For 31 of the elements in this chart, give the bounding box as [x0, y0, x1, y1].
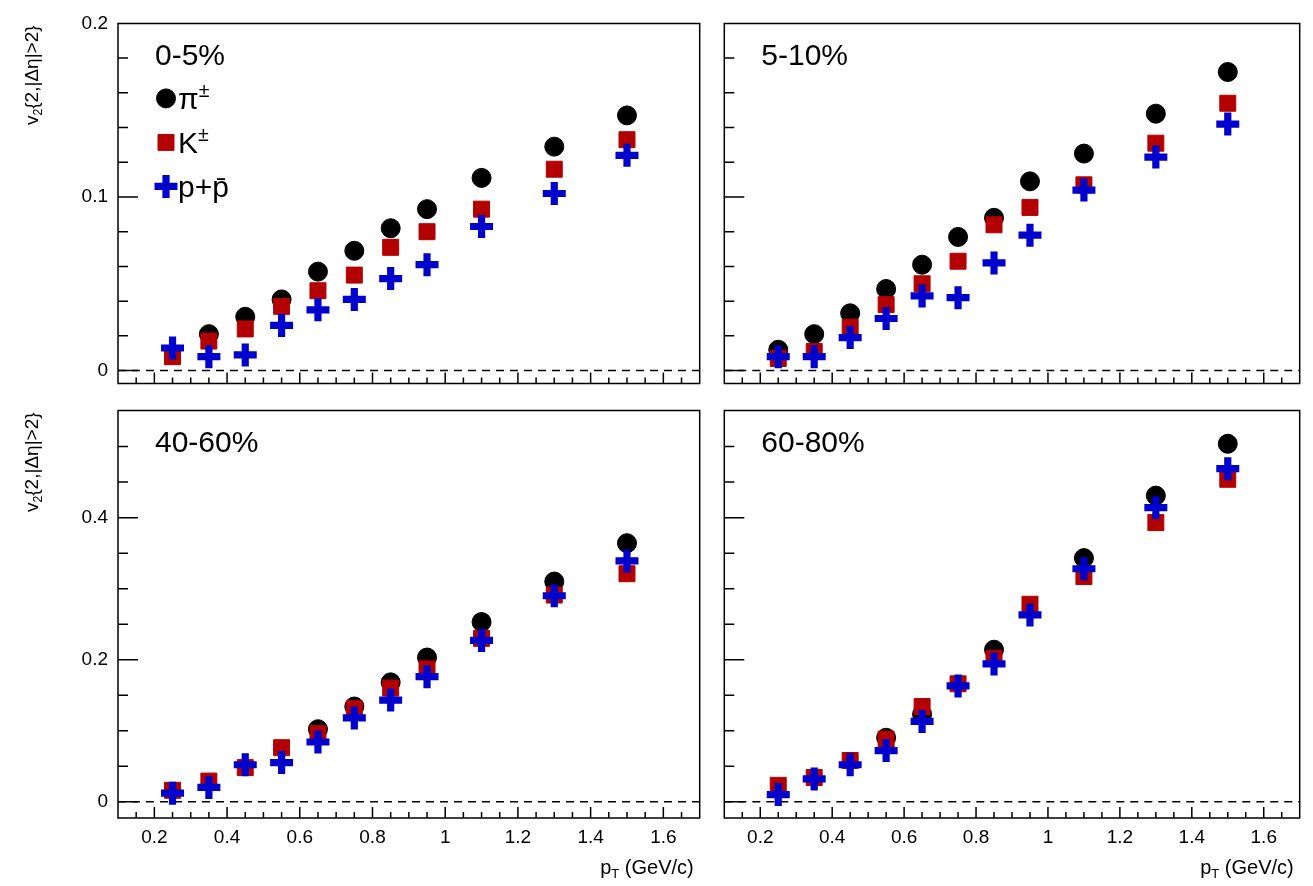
x-tick-label: 0.6 [890, 825, 918, 847]
text: 60-80% [761, 425, 865, 459]
x-tick-label: 0.6 [286, 825, 313, 847]
x-tick-label: 0.4 [818, 825, 846, 847]
x-tick-label: 1 [439, 825, 451, 847]
x-tick-label: 0.2 [141, 825, 168, 847]
y-tick-label: 0 [97, 358, 108, 380]
y-tick-label: 0 [97, 789, 108, 811]
y-tick-label: 0.4 [81, 505, 109, 527]
x-tick-label: 1.6 [650, 825, 677, 847]
text: 40-60% [155, 425, 259, 459]
legend-label: π± [178, 79, 210, 116]
x-tick-label: 1.2 [504, 825, 532, 847]
x-tick-label: 0.4 [213, 825, 241, 847]
y-tick-label: 0.1 [81, 185, 108, 207]
x-tick-label: 0.8 [962, 825, 990, 847]
y-tick-label: 0.2 [81, 647, 108, 669]
x-tick-label: 0.2 [747, 825, 774, 847]
y-tick-label: 0.2 [81, 11, 108, 33]
x-tick-label: 1.6 [1250, 825, 1277, 847]
y-axis-title: v2{2,|Δη|>2} [21, 412, 46, 513]
y-axis-title: v2{2,|Δη|>2} [21, 25, 46, 126]
x-tick-label: 1 [1042, 825, 1054, 847]
x-tick-label: 1.2 [1106, 825, 1134, 847]
text: 5-10% [761, 38, 849, 72]
x-tick-label: 0.8 [359, 825, 386, 847]
legend-label: K± [178, 123, 210, 160]
x-tick-label: 1.4 [1178, 825, 1206, 847]
text: 0-5% [155, 38, 226, 72]
legend-label: p+p̄ [178, 170, 229, 204]
x-tick-label: 1.4 [577, 825, 605, 847]
